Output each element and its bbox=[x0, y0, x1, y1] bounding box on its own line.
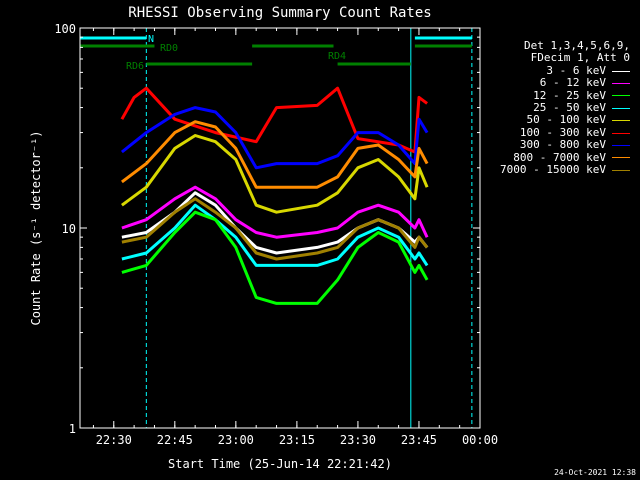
legend-swatch bbox=[612, 70, 630, 72]
series-line-6 bbox=[121, 197, 429, 261]
generation-timestamp: 24-Oct-2021 12:38 bbox=[554, 468, 636, 477]
series-group bbox=[120, 86, 429, 305]
flag-label: RD4 bbox=[328, 51, 346, 62]
legend-swatch bbox=[612, 95, 630, 97]
y-axis-label: Count Rate (s⁻¹ detector⁻¹) bbox=[29, 130, 43, 325]
saa-boundary-lines bbox=[145, 28, 473, 428]
legend-item-label: 6 - 12 keV bbox=[539, 76, 606, 90]
axis-ticks: 22:30 22:45 23:00 23:15 23:30 23:45 00:00 1 10 10… bbox=[54, 22, 498, 447]
legend-item-label: 3 - 6 keV bbox=[546, 63, 606, 77]
y-tick-label: 10 bbox=[62, 222, 76, 236]
x-tick-label: 22:45 bbox=[157, 433, 193, 447]
x-tick-label: 23:30 bbox=[340, 433, 376, 447]
x-axis-label: Start Time (25-Jun-14 22:21:42) bbox=[168, 457, 392, 471]
x-tick-label: 22:30 bbox=[96, 433, 132, 447]
series-line-4 bbox=[121, 185, 429, 239]
x-tick-label: 00:00 bbox=[462, 433, 498, 447]
legend-items: 3 - 6 keV 6 - 12 keV 12 - 25 keV 25 - 50 ke… bbox=[478, 63, 630, 177]
series-line-2 bbox=[121, 120, 429, 189]
legend-item-label: 800 - 7000 keV bbox=[513, 150, 606, 164]
legend-item-label: 12 - 25 keV bbox=[533, 88, 606, 102]
legend-item-label: 25 - 50 keV bbox=[533, 101, 606, 115]
series-line-7 bbox=[121, 203, 429, 267]
x-tick-label: 23:00 bbox=[218, 433, 254, 447]
legend-header-2: FDecim 1, Att 0 bbox=[530, 51, 630, 65]
flag-label: RD0 bbox=[160, 43, 178, 54]
legend-swatch bbox=[612, 132, 630, 134]
legend-item: 50 - 100 keV bbox=[478, 114, 630, 126]
legend-swatch bbox=[612, 169, 630, 171]
series-line-5 bbox=[121, 191, 429, 255]
legend-swatch bbox=[612, 82, 630, 84]
legend-item: 7000 - 15000 keV bbox=[478, 163, 630, 177]
legend-item: 25 - 50 keV bbox=[478, 101, 630, 115]
axes-frame bbox=[79, 27, 481, 429]
legend-item: 6 - 12 keV bbox=[478, 76, 630, 90]
x-tick-label: 23:15 bbox=[279, 433, 315, 447]
legend-swatch bbox=[612, 144, 630, 146]
flag-bars: N RD0 RD4 RD6 bbox=[80, 34, 472, 72]
legend-item-label: 300 - 800 keV bbox=[519, 138, 606, 152]
series-line-8 bbox=[121, 210, 429, 305]
legend: Det 1,3,4,5,6,9, FDecim 1, Att 0 3 - 6 k… bbox=[478, 39, 630, 177]
series-line-1 bbox=[120, 106, 429, 170]
legend-item: 100 - 300 keV bbox=[478, 125, 630, 139]
x-tick-label: 23:45 bbox=[401, 433, 437, 447]
series-line-3 bbox=[121, 134, 429, 214]
legend-item: 800 - 7000 keV bbox=[478, 150, 630, 164]
y-tick-label: 1 bbox=[69, 422, 76, 436]
legend-item-label: 100 - 300 keV bbox=[519, 125, 606, 139]
chart-title: RHESSI Observing Summary Count Rates bbox=[128, 5, 431, 21]
legend-swatch bbox=[612, 107, 630, 109]
flag-label: N bbox=[148, 34, 154, 45]
legend-swatch bbox=[612, 157, 630, 159]
series-line-0 bbox=[120, 86, 428, 154]
legend-item-label: 7000 - 15000 keV bbox=[500, 163, 606, 177]
legend-item: 300 - 800 keV bbox=[478, 138, 630, 152]
legend-swatch bbox=[612, 120, 630, 122]
legend-header-1: Det 1,3,4,5,6,9, bbox=[524, 39, 630, 52]
legend-item-label: 50 - 100 keV bbox=[526, 113, 606, 127]
legend-item: 3 - 6 keV bbox=[478, 63, 630, 77]
flag-label: RD6 bbox=[126, 61, 144, 72]
legend-item: 12 - 25 keV bbox=[478, 88, 630, 102]
y-tick-label: 100 bbox=[54, 22, 76, 36]
